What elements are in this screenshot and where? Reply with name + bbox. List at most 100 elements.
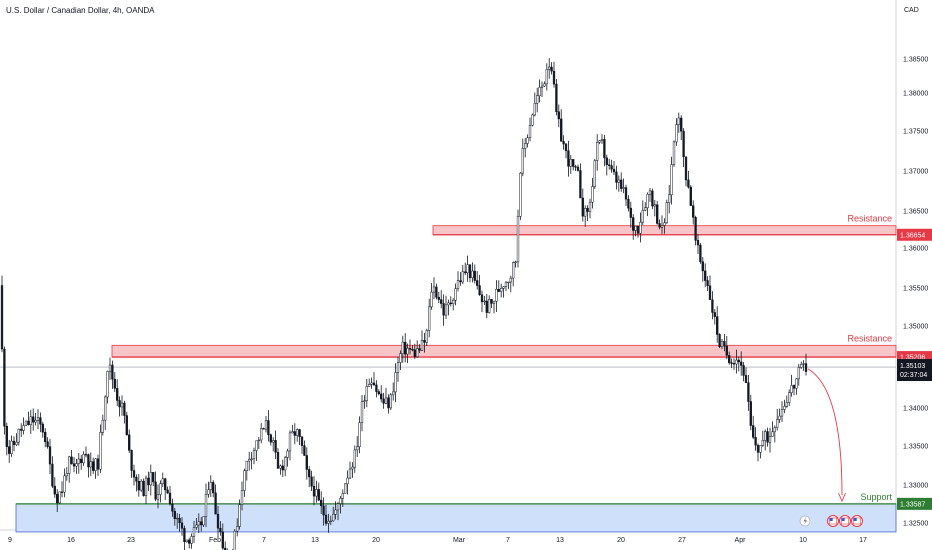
- countdown-tag: 02:37:04: [900, 372, 927, 379]
- candle-body: [80, 458, 83, 464]
- support-zone: [15, 503, 897, 533]
- candle-body: [82, 454, 85, 464]
- candle-body: [677, 117, 680, 125]
- candle-body: [96, 458, 100, 470]
- candle-body: [701, 261, 704, 272]
- candle-body: [428, 306, 431, 331]
- candle-body: [641, 209, 644, 223]
- candle-body: [538, 87, 541, 96]
- candle-body: [516, 216, 520, 263]
- candle-body: [113, 378, 116, 389]
- candle-body: [610, 165, 613, 170]
- candle-body: [773, 427, 776, 433]
- candle-body: [682, 130, 685, 158]
- y-tick-label: 1.37500: [903, 129, 928, 136]
- candle-body: [797, 367, 800, 380]
- candle-body: [380, 393, 383, 400]
- candle-body: [579, 170, 582, 199]
- candle-body: [339, 498, 342, 504]
- candle-body: [792, 385, 796, 389]
- zone-label: Resistance: [847, 333, 892, 343]
- candle-body: [401, 341, 404, 354]
- price-tag: 1.36654: [900, 232, 925, 239]
- candle-body: [576, 166, 580, 171]
- candle-body: [260, 428, 263, 441]
- candle-body: [584, 208, 587, 217]
- price-tag-bg: [897, 228, 932, 241]
- candle-body: [84, 454, 88, 456]
- candle-body: [356, 446, 359, 451]
- candle-body: [159, 483, 162, 495]
- candle-body: [24, 420, 28, 426]
- candle-body: [274, 440, 277, 453]
- candle-body: [312, 486, 316, 497]
- candle-body: [456, 280, 460, 289]
- candle-body: [360, 401, 364, 423]
- candle-body: [471, 270, 474, 279]
- candle-body: [243, 470, 246, 491]
- candle-body: [768, 436, 772, 443]
- candle-body: [382, 398, 385, 404]
- candle-body: [216, 513, 220, 529]
- x-tick-label: 20: [617, 537, 625, 544]
- candle-body: [574, 166, 577, 168]
- candle-body: [344, 483, 347, 494]
- currency-label: CAD: [904, 7, 919, 14]
- candle-body: [634, 225, 637, 231]
- candle-body: [440, 299, 443, 304]
- candle-body: [132, 470, 136, 478]
- us-flag-canton: [853, 518, 857, 521]
- candle-body: [327, 521, 330, 524]
- y-tick-label: 1.35000: [903, 324, 928, 331]
- candle-body: [363, 400, 366, 402]
- candle-body: [375, 384, 378, 392]
- candle-body: [502, 286, 505, 289]
- candle-body: [310, 476, 313, 487]
- price-tag-bg: [897, 497, 932, 510]
- candle-body: [200, 521, 203, 526]
- candle-body: [12, 440, 16, 445]
- candle-body: [668, 194, 671, 203]
- candle-body: [104, 396, 107, 421]
- candle-body: [293, 431, 296, 436]
- candle-body: [716, 316, 719, 335]
- x-tick-label: 27: [678, 537, 686, 544]
- x-tick-label: 7: [262, 537, 266, 544]
- candle-body: [718, 334, 721, 348]
- candle-body: [778, 415, 781, 420]
- candle-body: [713, 312, 716, 317]
- candle-body: [444, 304, 448, 316]
- candle-body: [377, 391, 380, 395]
- candle-body: [108, 364, 112, 372]
- candle-body: [63, 475, 66, 493]
- candle-body: [802, 363, 805, 365]
- candle-body: [298, 429, 301, 438]
- candle-body: [600, 139, 604, 141]
- candle-body: [164, 478, 167, 491]
- candle-body: [15, 441, 18, 445]
- candle-body: [804, 363, 808, 372]
- candle-body: [759, 445, 762, 453]
- candle-body: [485, 300, 488, 313]
- candle-body: [766, 431, 769, 443]
- candle-body: [586, 208, 589, 212]
- candle-body: [771, 431, 774, 437]
- candle-body: [8, 446, 11, 454]
- candle-body: [648, 190, 652, 195]
- candle-body: [533, 103, 536, 116]
- candle-body: [171, 503, 174, 512]
- y-tick-label: 1.33000: [903, 483, 928, 490]
- candle-body: [728, 355, 731, 364]
- arrow-head: [838, 492, 846, 503]
- candle-body: [617, 179, 620, 183]
- candle-body: [32, 416, 35, 423]
- candle-body: [704, 270, 707, 281]
- candle-body: [286, 450, 289, 458]
- candle-body: [560, 118, 563, 142]
- candle-body: [308, 469, 311, 478]
- y-tick-label: 1.36000: [903, 246, 928, 253]
- candle-body: [389, 394, 392, 409]
- candle-body: [238, 504, 241, 527]
- candle-body: [166, 489, 169, 494]
